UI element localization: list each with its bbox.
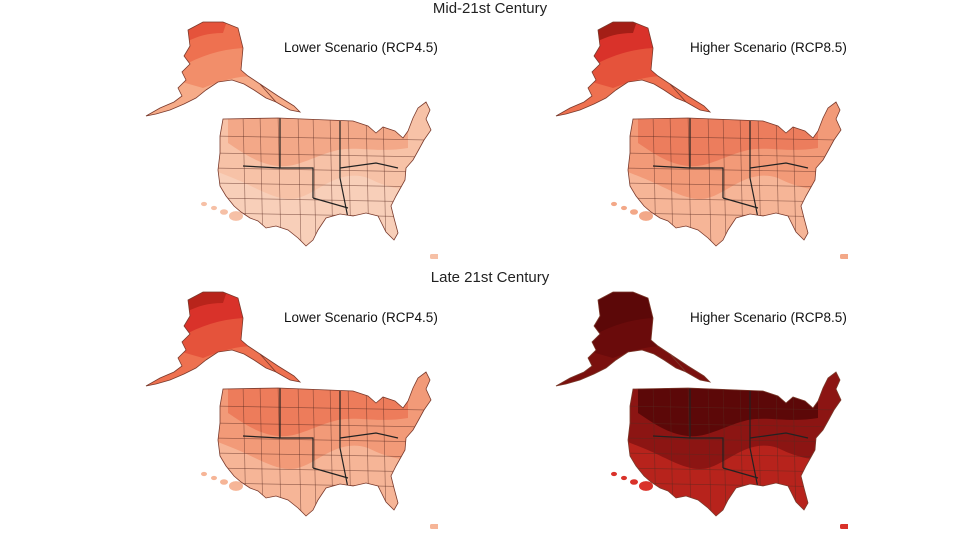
conus-mid-lower: [218, 102, 431, 246]
hawaii-late-lower: [201, 471, 243, 491]
map-panel-mid-higher: [518, 18, 848, 263]
alaska-panhandle: [259, 83, 302, 113]
conus-late-lower: [218, 372, 431, 516]
hawaii-late-higher: [611, 471, 653, 491]
map-late-higher: [555, 291, 848, 529]
map-panel-late-lower: [108, 288, 438, 533]
puerto-rico-mid-lower: [430, 254, 438, 259]
scenario-label-mid-higher: Higher Scenario (RCP8.5): [690, 40, 847, 55]
puerto-rico-late-higher: [840, 524, 848, 529]
conus-late-higher: [628, 372, 841, 516]
puerto-rico-late-lower: [430, 524, 438, 529]
map-late-lower: [145, 291, 438, 529]
section-title-late-century: Late 21st Century: [430, 269, 550, 286]
map-panel-mid-lower: [108, 18, 438, 263]
hawaii-mid-higher: [611, 201, 653, 221]
alaska-panhandle: [669, 353, 712, 383]
scenario-label-late-higher: Higher Scenario (RCP8.5): [690, 310, 847, 325]
scenario-label-mid-lower: Lower Scenario (RCP4.5): [284, 40, 438, 55]
alaska-panhandle: [259, 353, 302, 383]
section-title-mid-century: Mid-21st Century: [432, 0, 548, 17]
conus-mid-higher: [628, 102, 841, 246]
alaska-panhandle: [669, 83, 712, 113]
map-panel-late-higher: [518, 288, 848, 533]
puerto-rico-mid-higher: [840, 254, 848, 259]
map-mid-lower: [145, 21, 438, 259]
hawaii-mid-lower: [201, 201, 243, 221]
scenario-label-late-lower: Lower Scenario (RCP4.5): [284, 310, 438, 325]
map-mid-higher: [555, 21, 848, 259]
